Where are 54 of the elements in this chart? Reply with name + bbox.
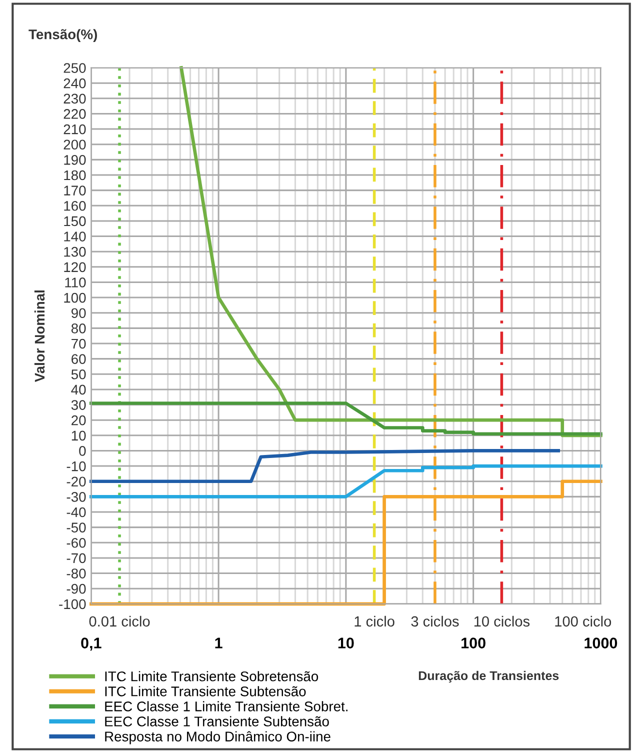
y-tick-label: 10	[72, 430, 86, 441]
y-tick-label: 130	[64, 246, 86, 257]
y-tick-label: -50	[66, 522, 86, 532]
y-tick-label: 250	[64, 63, 86, 73]
y-tick-label: -100	[59, 599, 86, 610]
y-tick-label: -20	[66, 476, 86, 487]
y-tick-label: -30	[66, 492, 86, 502]
y-tick-label: 150	[64, 216, 86, 226]
legend-label: ITC Limite Transiente Sobretensão	[105, 671, 318, 682]
y-tick-label: 100	[64, 292, 86, 303]
y-tick-label: 80	[71, 324, 86, 334]
text: 100 ciclo	[555, 616, 612, 627]
y-tick-label: -70	[66, 553, 86, 564]
y-tick-label: 110	[65, 278, 86, 288]
ref-line-label: 1 ciclo	[354, 616, 394, 627]
y-tick-label: 0	[79, 446, 86, 456]
x-axis-title: Duração de Transientes	[418, 670, 559, 683]
chart-title: Tensão(%)	[28, 29, 97, 42]
y-tick-label: 240	[64, 78, 86, 88]
x-tick-label: 10	[338, 638, 354, 648]
y-tick-label: 220	[64, 109, 86, 119]
x-tick-label: 100	[462, 638, 486, 648]
y-tick-label: -90	[66, 584, 86, 594]
y-tick-label: 20	[72, 415, 86, 426]
y-tick-label: 90	[71, 308, 86, 318]
y-tick-label: 50	[71, 369, 86, 380]
legend-label: Resposta no Modo Dinâmico On-iine	[105, 731, 330, 744]
y-tick-label: 200	[64, 140, 86, 150]
y-tick-label: -60	[66, 538, 86, 548]
legend-label: EEC Classe 1 Limite Transiente Sobret.	[105, 701, 348, 712]
y-tick-label: 160	[64, 200, 86, 211]
y-tick-label: 140	[64, 232, 86, 242]
ref-line-label: 10 ciclos	[474, 616, 530, 627]
y-tick-label: 210	[64, 124, 86, 134]
x-tick-label: 1000	[584, 638, 618, 648]
y-tick-label: 190	[64, 155, 86, 165]
y-tick-label: -40	[66, 507, 86, 518]
y-tick-label: 180	[64, 170, 86, 180]
y-tick-label: 70	[72, 338, 86, 349]
y-tick-label: 40	[71, 384, 86, 395]
y-tick-label: -80	[66, 568, 86, 578]
x-tick-label: 1	[215, 638, 222, 648]
y-tick-label: -10	[66, 461, 86, 472]
y-tick-label: 230	[64, 94, 86, 104]
x-tick-label: 0,1	[81, 638, 102, 651]
ref-line-label: 0.01 ciclo	[89, 616, 150, 627]
legend-label: EEC Classe 1 Transiente Subtensão	[105, 716, 329, 726]
legend-label: ITC Limite Transiente Subtensão	[105, 686, 306, 696]
y-tick-label: 170	[64, 186, 86, 196]
ref-line-label: 3 ciclos	[411, 616, 459, 627]
y-tick-label: 60	[72, 354, 86, 364]
y-axis-title: Valor Nominal	[34, 290, 45, 382]
y-tick-label: 120	[64, 262, 86, 272]
y-tick-label: 30	[71, 400, 86, 410]
